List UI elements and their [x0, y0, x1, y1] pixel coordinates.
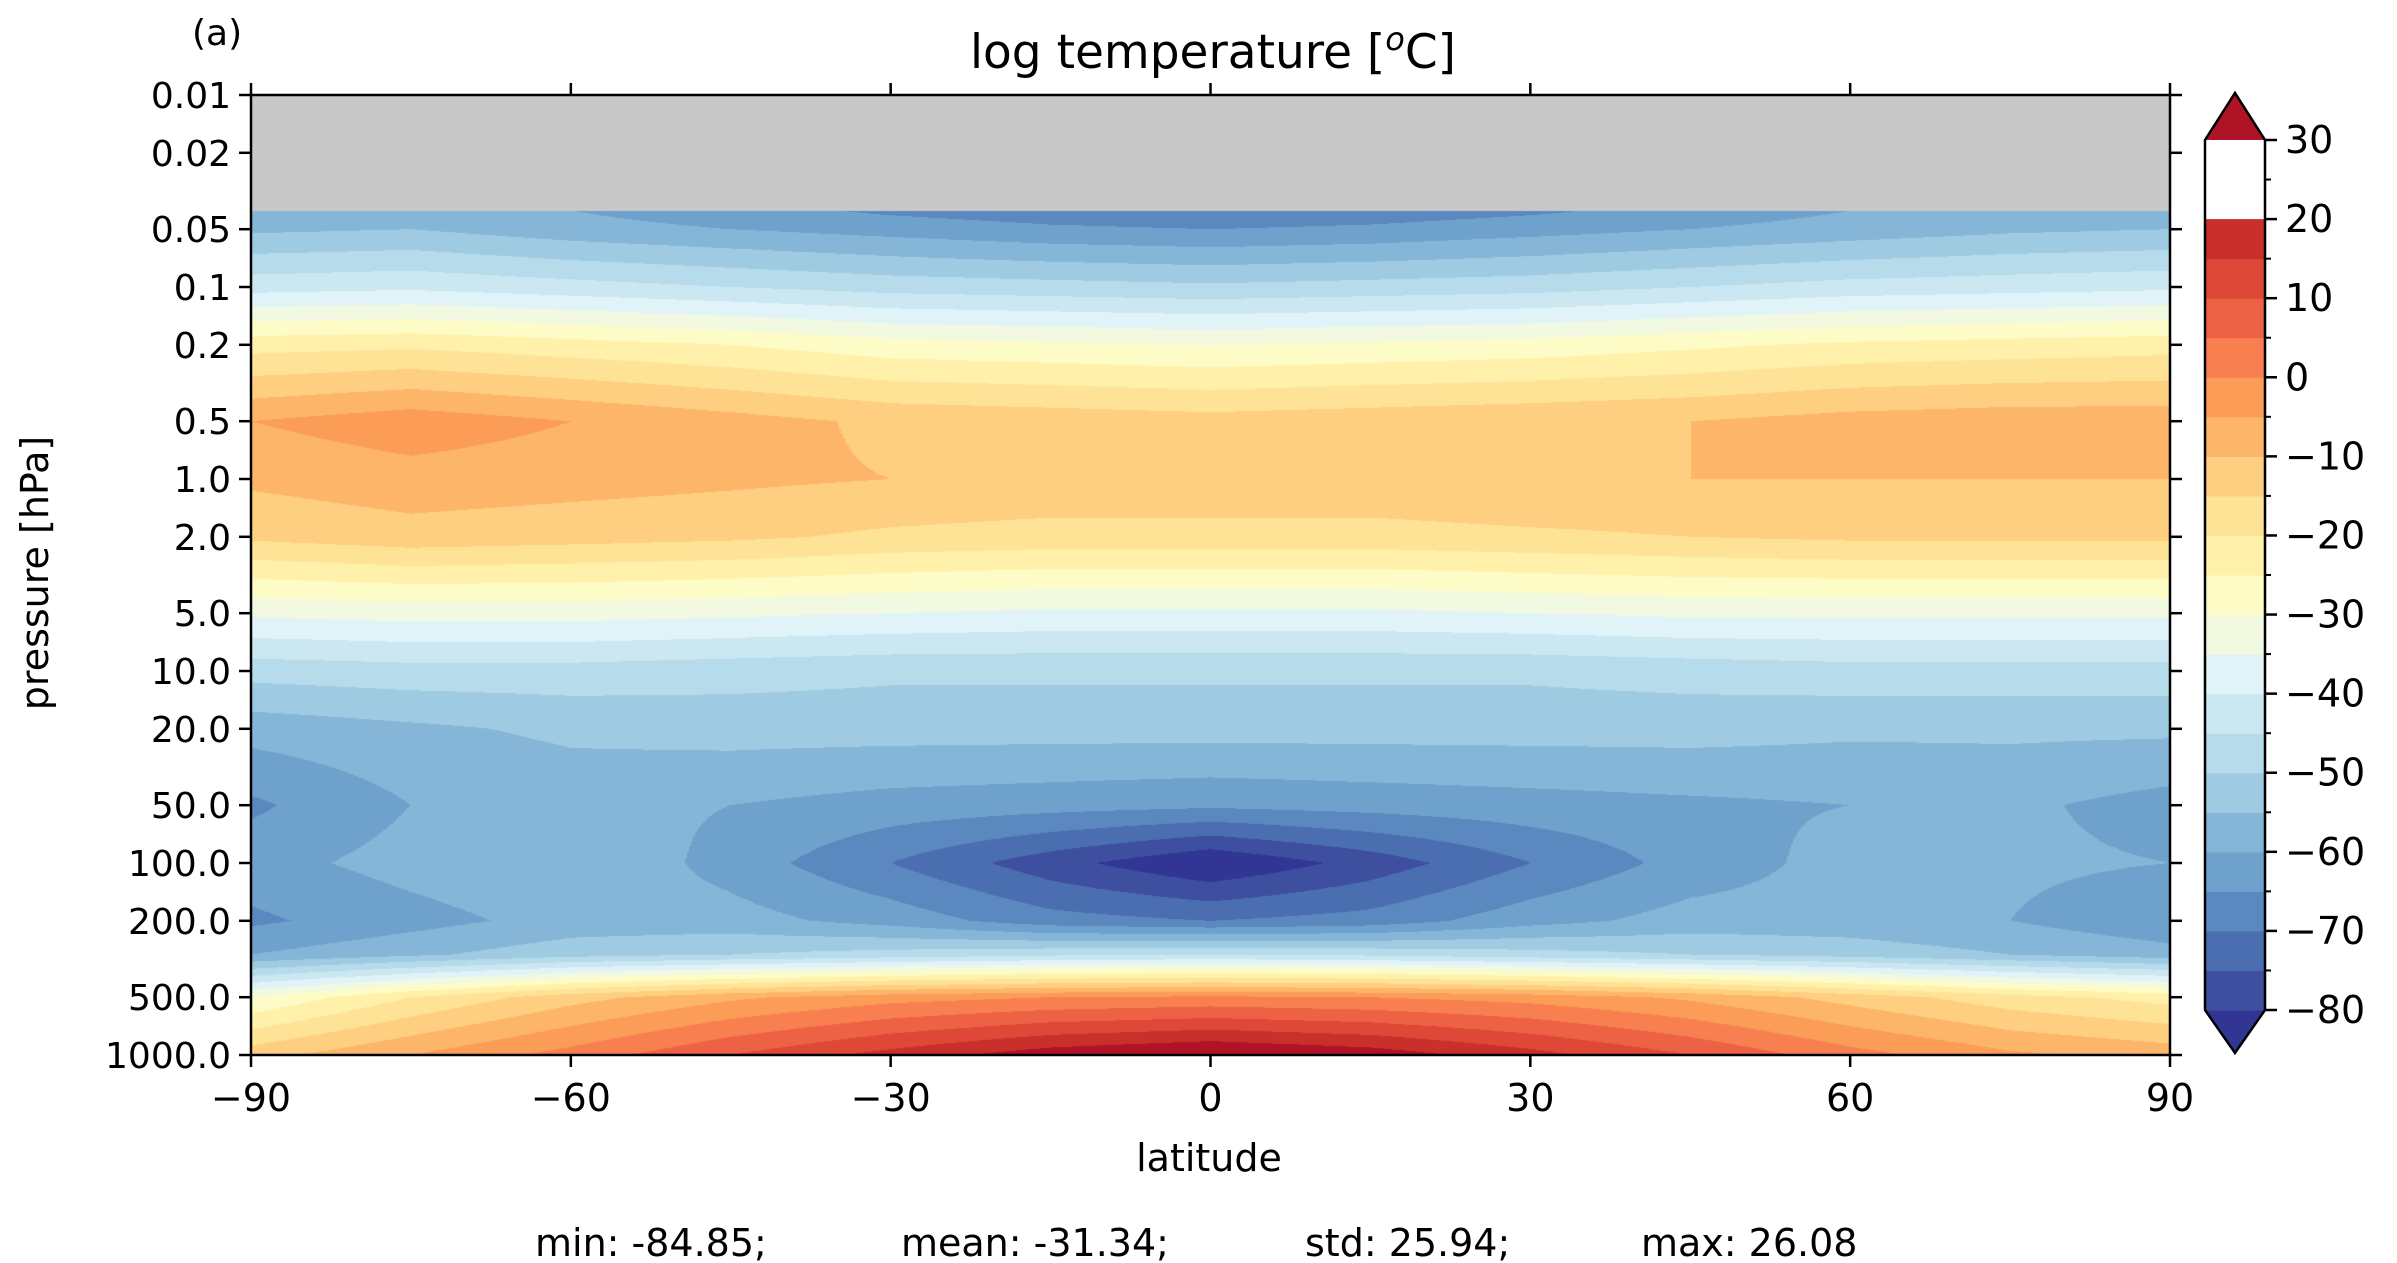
colorbar-band [2205, 377, 2265, 418]
colorbar-tick-label: −10 [2285, 434, 2365, 478]
x-tick-label: −90 [211, 1076, 291, 1120]
title-main: log temperature [ [970, 25, 1385, 80]
colorbar-band [2205, 930, 2265, 972]
x-tick-label: −60 [531, 1076, 611, 1120]
colorbar-tick-label: 30 [2285, 118, 2333, 162]
y-axis-label: pressure [hPa] [13, 436, 57, 710]
stat-std: std: 25.94; [1305, 1221, 1510, 1263]
colorbar-band [2205, 851, 2265, 892]
chart-title: log temperature [oC] [970, 20, 1456, 80]
colorbar-tick-label: −60 [2285, 830, 2365, 874]
colorbar-tick-label: −80 [2285, 988, 2365, 1032]
plot-area: 0.01 0.02 0.05 0.1 0.2 0.5 1.0 2.0 5.0 10.0 20.0 50… [105, 76, 2194, 1120]
x-tick-label: 60 [1826, 1076, 1874, 1120]
y-tick-label: 0.1 [174, 268, 231, 309]
y-tick-label: 10.0 [151, 652, 231, 693]
x-tick-label: 30 [1506, 1076, 1554, 1120]
colorbar-band [2205, 575, 2265, 616]
stats-line: min: -84.85; mean: -31.34; std: 25.94; m… [535, 1221, 1857, 1263]
colorbar-band [2205, 298, 2265, 339]
colorbar-tick-label: −20 [2285, 513, 2365, 557]
contour-field [251, 95, 2170, 1055]
y-tick-label: 0.2 [174, 326, 231, 367]
panel-label: (a) [192, 13, 242, 54]
y-tick-label: 0.01 [151, 76, 231, 117]
stat-mean: mean: -31.34; [901, 1221, 1169, 1263]
colorbar-band [2205, 495, 2265, 537]
y-tick-label: 20.0 [151, 710, 231, 751]
colorbar-band [2205, 258, 2265, 299]
colorbar-band [2205, 891, 2265, 932]
x-tick-label: 90 [2146, 1076, 2194, 1120]
colorbar-extend-max [2205, 93, 2265, 140]
colorbar-band [2205, 219, 2265, 260]
colorbar-tick-label: −40 [2285, 672, 2365, 716]
title-superscript: o [1385, 20, 1405, 58]
colorbar-band [2205, 337, 2265, 378]
colorbar-tick-label: 10 [2285, 276, 2333, 320]
colorbar-band [2205, 614, 2265, 655]
colorbar: 30 20 10 0 −10 −20 −30 −40 −50 −60 −70 −80 [2203, 90, 2365, 1056]
x-axis-label: latitude [1136, 1136, 1282, 1180]
title-suffix: C] [1405, 25, 1456, 80]
colorbar-tick-label: −30 [2285, 593, 2365, 637]
colorbar-band [2205, 456, 2265, 497]
colorbar-tick-label: −50 [2285, 751, 2365, 795]
colorbar-band [2205, 654, 2265, 695]
colorbar-tick-label: −70 [2285, 909, 2365, 953]
y-tick-label: 2.0 [174, 518, 231, 559]
y-tick-label: 0.02 [151, 134, 231, 175]
y-tick-label: 100.0 [128, 844, 231, 885]
colorbar-band [2205, 733, 2265, 774]
x-tick-label: −30 [851, 1076, 931, 1120]
y-tick-label: 5.0 [174, 594, 231, 635]
x-tick-label: 0 [1198, 1076, 1222, 1120]
colorbar-band [2205, 812, 2265, 853]
colorbar-tick-label: 0 [2285, 355, 2309, 399]
y-tick-label: 50.0 [151, 786, 231, 827]
colorbar-band [2205, 970, 2265, 1011]
colorbar-band [2205, 693, 2265, 734]
y-tick-label: 500.0 [128, 978, 231, 1019]
colorbar-band [2205, 535, 2265, 576]
y-tick-label: 0.5 [174, 402, 231, 443]
stat-max: max: 26.08 [1641, 1221, 1857, 1263]
y-tick-label: 1.0 [174, 460, 231, 501]
colorbar-band [2205, 416, 2265, 457]
colorbar-tick-label: 20 [2285, 197, 2333, 241]
colorbar-extend-min [2205, 1010, 2265, 1053]
colorbar-band [2205, 772, 2265, 813]
y-tick-label: 1000.0 [105, 1036, 231, 1077]
y-tick-label: 200.0 [128, 902, 231, 943]
y-tick-label: 0.05 [151, 210, 231, 251]
stat-min: min: -84.85; [535, 1221, 767, 1263]
